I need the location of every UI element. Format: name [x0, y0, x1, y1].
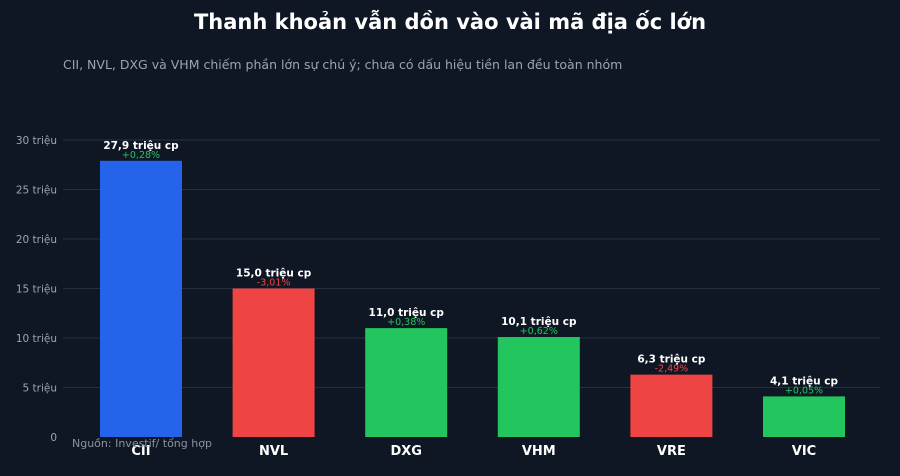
source-note: Nguồn: Investif/ tổng hợp [72, 437, 212, 450]
change-label: -3,01% [257, 278, 291, 289]
y-axis-ticks: 0 5 triệu 10 triệu 15 triệu 20 triệu 25 triệu… [16, 135, 57, 444]
grid-lines [63, 139, 880, 388]
category-label: DXG [390, 444, 421, 459]
change-label: -2,49% [655, 364, 689, 375]
bar-nvl [232, 288, 315, 437]
y-tick-label: 25 triệu [16, 185, 57, 197]
value-label: 6,3 triệu cp [637, 354, 706, 366]
y-tick-label: 0 [50, 432, 57, 444]
value-label: 11,0 triệu cp [369, 307, 445, 319]
bars [100, 160, 845, 438]
y-tick-label: 20 triệu [16, 234, 57, 246]
value-label: 15,0 triệu cp [236, 268, 312, 280]
bar-dxg [365, 328, 448, 437]
data-labels: 27,9 triệu cp+0,28% 15,0 triệu cp-3,01% 11… [103, 140, 838, 397]
bar-vic [763, 396, 845, 437]
change-label: +0,05% [785, 385, 823, 396]
bar-vhm [497, 337, 580, 437]
bar-vre [630, 374, 713, 437]
category-label: NVL [259, 444, 288, 459]
y-tick-label: 30 triệu [16, 135, 57, 147]
category-label: CII [131, 444, 150, 459]
category-label: VRE [657, 444, 686, 459]
value-label: 27,9 triệu cp [103, 140, 179, 152]
category-label: VIC [792, 444, 816, 459]
change-label: +0,28% [122, 150, 160, 161]
value-label: 4,1 triệu cp [770, 375, 839, 387]
bar-cii [100, 160, 182, 438]
chart-title: Thanh khoản vẫn dồn vào vài mã địa ốc lớ… [193, 10, 707, 34]
chart-subtitle: CII, NVL, DXG và VHM chiếm phần lớn sự c… [63, 57, 623, 72]
change-label: +0,38% [387, 317, 425, 328]
y-tick-label: 10 triệu [16, 333, 57, 345]
change-label: +0,62% [520, 326, 558, 337]
value-label: 10,1 triệu cp [501, 316, 577, 328]
category-label: VHM [522, 444, 556, 459]
y-tick-label: 5 triệu [23, 383, 57, 395]
x-axis-categories: CII NVL DXG VHM VRE VIC [131, 444, 816, 459]
y-tick-label: 15 triệu [16, 284, 57, 296]
